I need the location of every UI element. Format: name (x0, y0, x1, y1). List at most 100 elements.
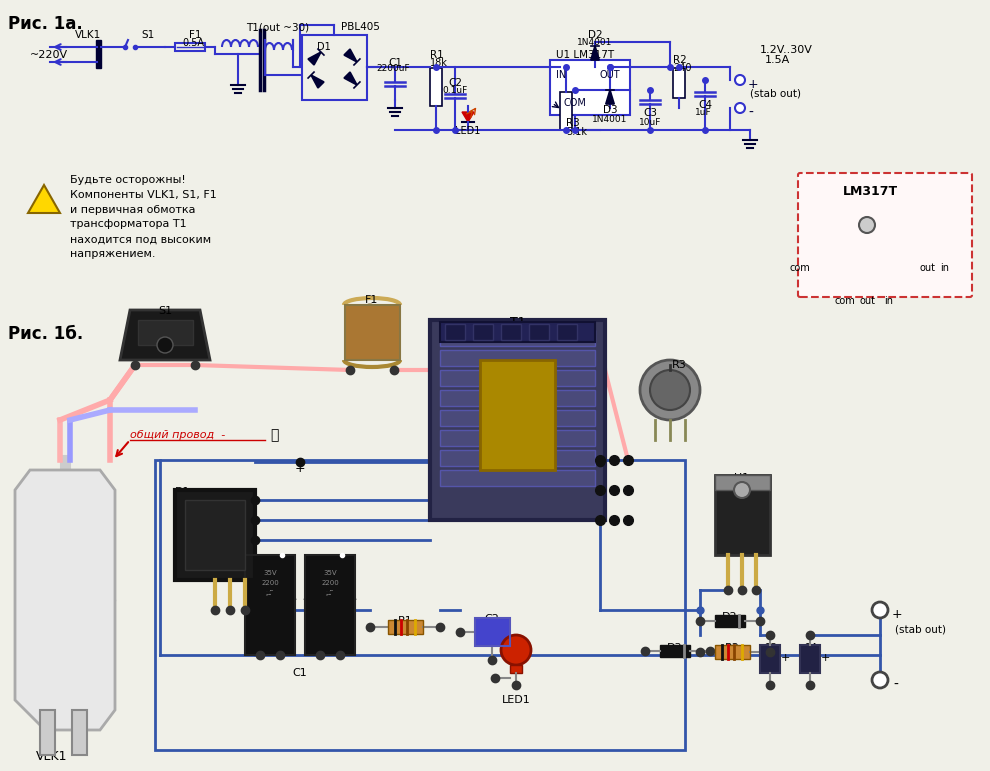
Bar (715, 645, 750, 659)
Text: 18k: 18k (430, 58, 447, 68)
Bar (175, 490, 255, 580)
Text: 1.5A: 1.5A (765, 55, 790, 65)
Circle shape (735, 103, 745, 113)
Text: C3: C3 (643, 108, 657, 118)
Text: +: + (181, 555, 189, 565)
Text: +: + (892, 608, 903, 621)
Bar (715, 645, 750, 659)
Bar (715, 475, 770, 490)
Text: +: + (748, 78, 758, 91)
Polygon shape (308, 52, 321, 65)
Bar (445, 324, 465, 340)
Text: Будьте осторожны!
Компоненты VLK1, S1, F1
и первичная обмотка
трансформатора T1
: Будьте осторожны! Компоненты VLK1, S1, F… (70, 175, 217, 259)
Text: com: com (790, 263, 811, 273)
Bar (305, 555, 355, 655)
Polygon shape (120, 310, 210, 360)
Circle shape (640, 360, 700, 420)
Text: U1 LM317T: U1 LM317T (556, 50, 614, 60)
Text: C2: C2 (448, 78, 462, 88)
Circle shape (650, 370, 690, 410)
Bar (475, 618, 510, 646)
Text: ⏚: ⏚ (270, 428, 278, 442)
Polygon shape (311, 75, 324, 88)
Text: IN: IN (556, 70, 566, 80)
Text: AC: AC (179, 540, 191, 549)
Bar (557, 324, 577, 340)
Polygon shape (462, 112, 474, 122)
Text: VLK1: VLK1 (75, 30, 101, 40)
Bar (345, 305, 400, 360)
Bar (430, 68, 442, 106)
Text: 0.5A: 0.5A (182, 38, 204, 48)
Bar (440, 390, 595, 406)
Text: out: out (920, 263, 936, 273)
Text: C4: C4 (698, 100, 712, 110)
Bar (800, 645, 820, 673)
Text: F1: F1 (365, 295, 379, 305)
Text: 1N4001: 1N4001 (577, 38, 613, 47)
Bar (529, 324, 549, 340)
Text: CT61RU: CT61RU (211, 510, 220, 540)
Text: !: ! (41, 200, 48, 214)
Text: (stab out): (stab out) (895, 625, 946, 635)
Bar (440, 322, 595, 342)
Bar (760, 645, 780, 673)
Text: D2: D2 (588, 30, 602, 40)
Text: LM317T: LM317T (842, 185, 898, 198)
Text: R3: R3 (566, 118, 580, 128)
Text: com: com (835, 296, 855, 306)
Bar (440, 350, 595, 366)
Text: D2: D2 (722, 612, 738, 622)
Text: R2: R2 (673, 55, 687, 65)
Bar (510, 665, 522, 673)
Circle shape (872, 672, 888, 688)
Polygon shape (28, 185, 60, 213)
Bar (72, 710, 87, 755)
Text: C1: C1 (293, 668, 307, 678)
Bar (440, 430, 595, 446)
Text: 2200: 2200 (321, 580, 339, 586)
Bar (155, 460, 685, 750)
Bar (673, 68, 685, 98)
Bar (345, 305, 400, 360)
Text: C4: C4 (803, 643, 817, 653)
Text: R1: R1 (430, 50, 444, 60)
Bar (440, 410, 595, 426)
Text: +: + (781, 653, 790, 663)
Text: 5.1k: 5.1k (566, 127, 587, 137)
Bar (388, 620, 423, 634)
Bar (305, 555, 355, 655)
Text: (stab out): (stab out) (750, 88, 801, 98)
Text: S1: S1 (142, 30, 154, 40)
Circle shape (859, 217, 875, 233)
Polygon shape (345, 72, 357, 85)
Text: 35V: 35V (263, 570, 277, 576)
Text: R2: R2 (725, 643, 740, 653)
Circle shape (735, 75, 745, 85)
Text: 240: 240 (673, 63, 691, 73)
Bar (475, 618, 510, 646)
FancyBboxPatch shape (798, 173, 972, 297)
Bar (138, 320, 193, 345)
Text: +: + (295, 462, 305, 475)
Text: -: - (237, 523, 247, 527)
Bar (440, 370, 595, 386)
Text: R1: R1 (398, 616, 413, 626)
Text: 35V: 35V (323, 570, 337, 576)
Text: OUT: OUT (600, 70, 621, 80)
Text: ~220V: ~220V (30, 50, 68, 60)
Text: in: in (940, 263, 949, 273)
Bar (430, 320, 605, 520)
Bar (501, 324, 521, 340)
Text: PBL405: PBL405 (224, 510, 233, 539)
Text: LED1: LED1 (502, 695, 531, 705)
Bar (302, 35, 367, 100)
Text: R3: R3 (672, 360, 687, 370)
Text: S1: S1 (158, 306, 172, 316)
Text: U1: U1 (735, 473, 749, 483)
Text: μF: μF (265, 590, 274, 596)
Bar (480, 360, 555, 470)
Polygon shape (591, 46, 599, 60)
Text: D3: D3 (667, 643, 683, 653)
Text: -: - (893, 678, 898, 692)
